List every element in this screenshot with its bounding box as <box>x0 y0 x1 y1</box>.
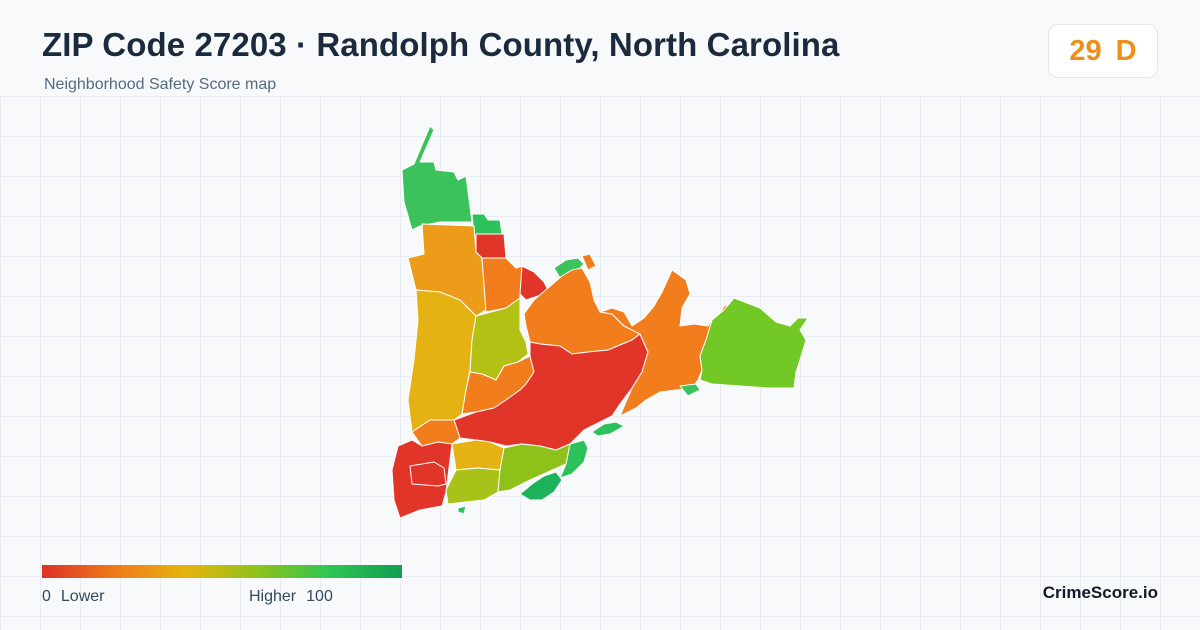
page-title: ZIP Code 27203 · Randolph County, North … <box>42 26 840 63</box>
map-region <box>559 439 589 479</box>
map-region <box>445 467 501 505</box>
map-region <box>519 471 563 501</box>
map-region <box>591 421 625 437</box>
map-region <box>475 233 507 259</box>
map-region <box>471 213 503 237</box>
safety-score-badge: 29 D <box>1048 24 1158 78</box>
map-region <box>679 383 701 397</box>
legend-max-value: 100 <box>306 588 333 605</box>
map-region <box>497 443 571 493</box>
map-region <box>699 297 809 389</box>
map-region <box>581 253 597 271</box>
map-region <box>401 125 473 231</box>
brand-logo-text: CrimeScore.io <box>1042 583 1158 602</box>
map-region <box>451 439 505 471</box>
legend-min-value: 0 <box>42 588 51 605</box>
legend-high-label: Higher 100 <box>249 588 333 606</box>
legend-gradient-bar <box>42 565 402 578</box>
safety-score-grade: D <box>1115 34 1137 67</box>
legend-low-label: 0 Lower <box>42 588 104 606</box>
legend-max-text: Higher <box>249 588 297 605</box>
page-subtitle: Neighborhood Safety Score map <box>44 76 277 93</box>
map-region <box>457 505 467 515</box>
map-region <box>409 461 447 487</box>
legend-min-text: Lower <box>60 588 105 605</box>
safety-score-value: 29 <box>1069 34 1102 67</box>
